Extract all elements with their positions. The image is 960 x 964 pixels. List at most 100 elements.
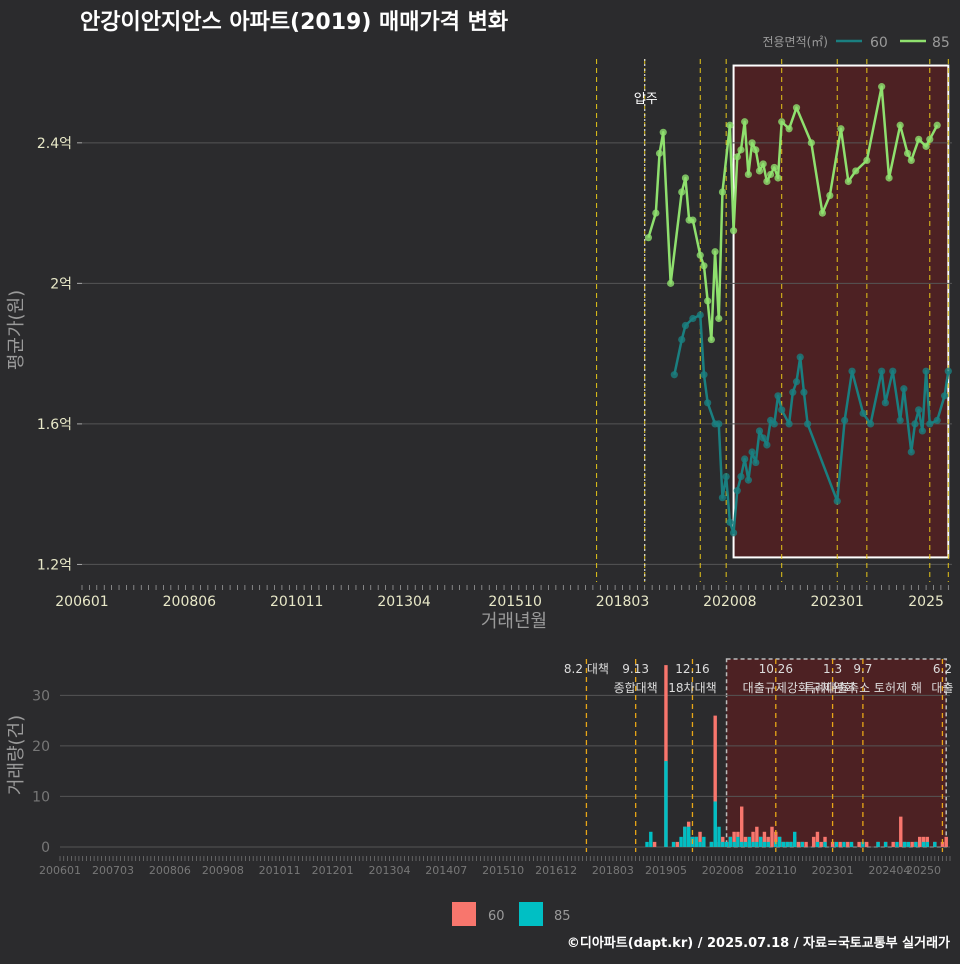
chart-title: 안강이안지안스 아파트(2019) 매매가격 변화: [80, 10, 508, 35]
volume-bar-60: [944, 836, 948, 847]
price-point-85: [863, 156, 871, 164]
price-point-85: [826, 191, 834, 200]
price-point-60: [940, 392, 949, 400]
price-point-85: [785, 125, 793, 133]
volume-bar-85: [895, 841, 899, 847]
price-point-60: [933, 416, 941, 424]
price-point-85: [655, 149, 664, 157]
volume-bar-85: [762, 841, 767, 847]
price-legend-label-85: 85: [932, 35, 950, 51]
price-point-85: [759, 160, 767, 168]
price-point-85: [748, 139, 756, 147]
volume-legend-swatch-60: [452, 902, 476, 926]
volume-bar-60: [899, 816, 903, 847]
volume-bar-85: [664, 761, 668, 847]
volume-bar-85: [721, 841, 725, 847]
volume-bar-60: [838, 841, 842, 847]
footer-credit: ©디아파트(dapt.kr) / 2025.07.18 / 자료=국토교통부 실…: [567, 935, 950, 951]
volume-bar-60: [910, 841, 914, 847]
volume-bar-60: [766, 836, 770, 847]
volume-y-axis-label: 거래량(건): [6, 715, 27, 795]
policy-label-line1: 6.2: [933, 662, 952, 676]
price-point-85: [837, 125, 845, 133]
policy-label-line2: 대출: [931, 681, 953, 695]
volume-bar-85: [883, 841, 888, 847]
volume-bar-85: [777, 836, 782, 847]
price-point-60: [696, 311, 704, 319]
policy-label-line2: 대출규제강화: [743, 681, 809, 695]
price-point-60: [763, 441, 771, 449]
price-point-85: [933, 121, 941, 129]
price-point-60: [681, 321, 690, 330]
price-point-60: [915, 406, 923, 414]
volume-bar-85: [906, 841, 911, 847]
volume-bar-60: [698, 831, 702, 847]
volume-bar-85: [842, 841, 846, 847]
volume-bar-85: [713, 801, 717, 847]
volume-bar-60: [917, 836, 922, 847]
volume-bar-85: [933, 841, 937, 847]
volume-bar-85: [789, 841, 793, 847]
move-in-annotation: 입주: [634, 92, 658, 107]
price-series-85: [644, 83, 941, 344]
volume-bar-85: [914, 841, 918, 847]
price-point-85: [711, 248, 719, 256]
policy-label-line2: 규제완화: [811, 681, 855, 695]
policy-label-line2: 18차대책: [668, 680, 716, 695]
volume-bar-85: [925, 841, 929, 847]
price-point-60: [796, 353, 804, 361]
price-point-60: [678, 335, 686, 344]
volume-bar-85: [774, 841, 778, 847]
price-chart-series: [644, 83, 952, 537]
price-legend-label-60: 60: [870, 35, 888, 51]
price-point-60: [744, 476, 752, 484]
price-legend-title: 전용면적(㎡): [762, 35, 828, 49]
volume-bar-60: [762, 831, 767, 847]
volume-bar-85: [709, 841, 714, 847]
price-point-60: [722, 473, 730, 481]
volume-x-tick-label: 202404: [868, 864, 910, 877]
price-x-tick-label: 2025: [908, 594, 944, 610]
price-point-60: [770, 420, 778, 428]
policy-label-line1: 8.2 대책: [564, 661, 609, 676]
price-point-60: [741, 455, 749, 463]
price-point-60: [737, 473, 745, 481]
price-point-60: [926, 420, 934, 428]
price-point-85: [852, 167, 860, 175]
volume-bar-85: [758, 836, 763, 847]
volume-bar-60: [675, 841, 680, 847]
volume-bar-85: [694, 836, 698, 847]
price-point-60: [866, 420, 875, 428]
price-point-85: [700, 262, 708, 270]
volume-bar-60: [830, 841, 835, 847]
volume-bar-85: [902, 841, 907, 847]
price-point-60: [859, 409, 867, 417]
price-series-60: [670, 311, 952, 537]
volume-bar-60: [940, 841, 945, 847]
volume-legend-swatch-85: [519, 902, 543, 926]
price-point-85: [903, 149, 912, 157]
volume-y-tick-label: 0: [41, 840, 50, 856]
price-point-60: [922, 367, 930, 375]
volume-bar-85: [800, 841, 805, 847]
price-point-85: [707, 335, 715, 344]
volume-x-tick-label: 201510: [482, 864, 524, 877]
price-x-axis-label: 거래년월: [481, 611, 547, 632]
volume-bar-85: [747, 836, 751, 847]
price-point-85: [807, 139, 815, 147]
volume-x-tick-label: 201407: [425, 864, 467, 877]
volume-bar-85: [834, 841, 839, 847]
price-x-tick-label: 201803: [596, 594, 649, 610]
price-point-60: [792, 378, 801, 386]
volume-bar-85: [702, 836, 706, 847]
price-point-60: [755, 427, 764, 435]
volume-bar-85: [815, 841, 820, 847]
volume-bar-60: [811, 836, 816, 847]
volume-bar-85: [861, 841, 865, 847]
price-point-85: [844, 177, 852, 186]
price-point-60: [733, 487, 741, 495]
volume-legend-label-85: 85: [554, 909, 571, 924]
price-point-60: [704, 399, 712, 407]
policy-label-line1: 12.16: [675, 662, 709, 676]
